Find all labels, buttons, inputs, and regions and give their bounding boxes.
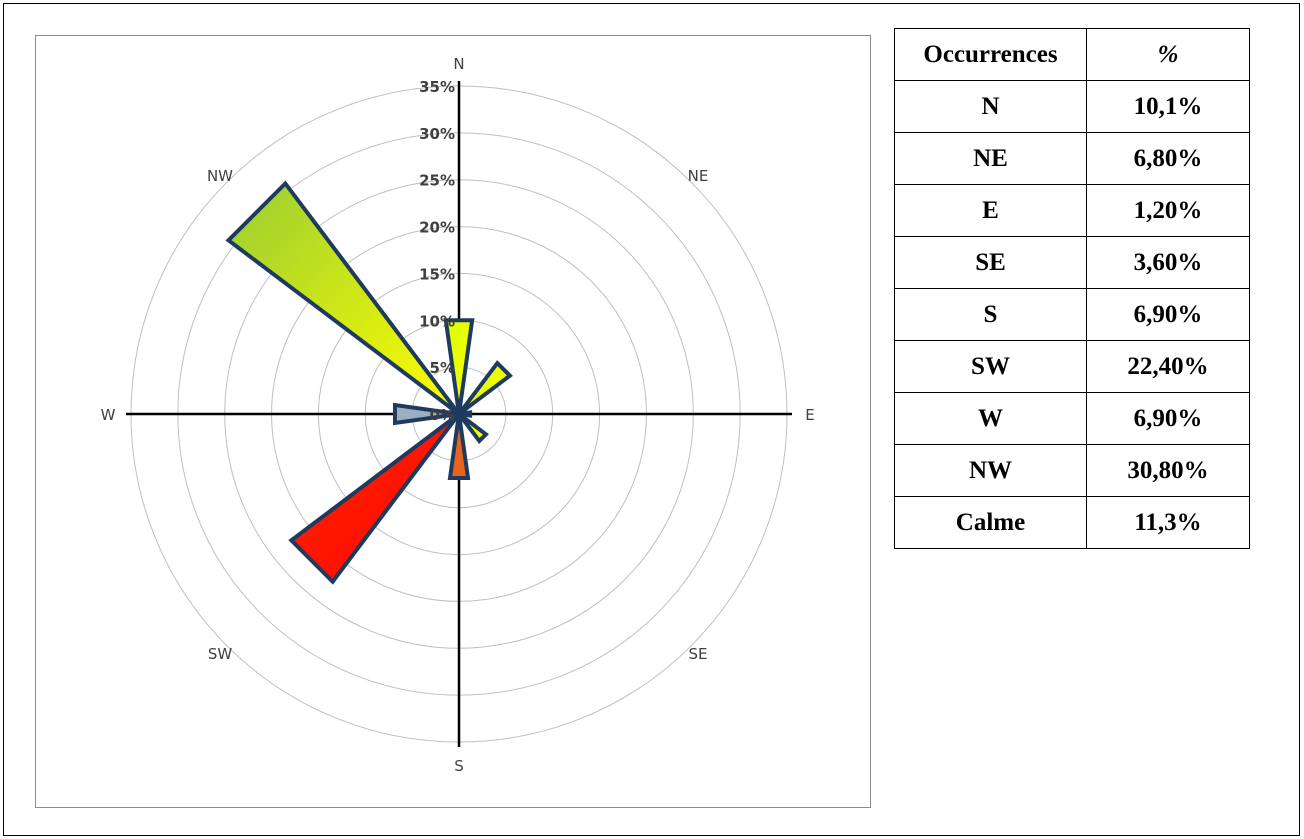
row-label: E	[894, 184, 1087, 237]
petal-s	[447, 413, 471, 481]
radial-tick-label: 0%	[430, 406, 455, 424]
petal-e	[458, 410, 473, 418]
petal-n	[443, 318, 475, 415]
document-frame: 0% 5% 10% 15% 20% 25% 30% 35% N NE E SE S SW W NW Occur…	[3, 3, 1300, 836]
radial-tick-label: 10%	[419, 312, 455, 330]
row-label: NW	[894, 444, 1087, 497]
radial-tick-label: 15%	[419, 265, 455, 283]
direction-label-e: E	[805, 406, 814, 424]
row-label: S	[894, 288, 1087, 341]
row-value: 3,60%	[1086, 236, 1250, 289]
radial-tick-label: 20%	[419, 219, 455, 237]
row-value: 6,90%	[1086, 288, 1250, 341]
wind-rose-chart: 0% 5% 10% 15% 20% 25% 30% 35% N NE E SE S SW W NW	[35, 35, 871, 808]
radial-tick-label: 30%	[419, 125, 455, 143]
direction-label-n: N	[453, 55, 464, 73]
row-value: 11,3%	[1086, 496, 1250, 549]
row-label: SW	[894, 340, 1087, 393]
table-body: N 10,1% NE 6,80% E 1,20% SE 3,60% S 6,90% SW 22,40%…	[894, 80, 1250, 549]
direction-label-sw: SW	[208, 645, 233, 663]
row-label: N	[894, 80, 1087, 133]
direction-label-nw: NW	[207, 167, 233, 185]
petal-se	[457, 412, 489, 444]
table-row: S 6,90%	[894, 288, 1250, 341]
row-value: 1,20%	[1086, 184, 1250, 237]
row-label: SE	[894, 236, 1087, 289]
petal-w	[392, 402, 460, 426]
row-label: NE	[894, 132, 1087, 185]
row-value: 22,40%	[1086, 340, 1250, 393]
row-value: 30,80%	[1086, 444, 1250, 497]
header-percent: %	[1086, 28, 1250, 81]
table-row: N 10,1%	[894, 80, 1250, 133]
direction-label-w: W	[101, 406, 116, 424]
petal-sw	[288, 412, 461, 585]
row-label: Calme	[894, 496, 1087, 549]
table-row: NE 6,80%	[894, 132, 1250, 185]
occurrences-table: Occurrences % N 10,1% NE 6,80% E 1,20% SE 3,60%…	[894, 28, 1250, 549]
row-label: W	[894, 392, 1087, 445]
table-row: SE 3,60%	[894, 236, 1250, 289]
direction-label-s: S	[454, 757, 464, 775]
wind-rose-svg: 0% 5% 10% 15% 20% 25% 30% 35% N NE E SE S SW W NW	[101, 55, 815, 775]
table-row: W 6,90%	[894, 392, 1250, 445]
direction-label-se: SE	[689, 645, 708, 663]
radial-tick-label: 5%	[430, 359, 455, 377]
petal-nw	[225, 180, 461, 416]
row-value: 10,1%	[1086, 80, 1250, 133]
header-occurrences: Occurrences	[894, 28, 1087, 81]
radial-tick-label: 35%	[419, 78, 455, 96]
row-value: 6,90%	[1086, 392, 1250, 445]
petal-ne	[457, 360, 513, 416]
table-header-row: Occurrences %	[894, 28, 1250, 81]
table-row: E 1,20%	[894, 184, 1250, 237]
table-row: NW 30,80%	[894, 444, 1250, 497]
row-value: 6,80%	[1086, 132, 1250, 185]
direction-label-ne: NE	[688, 167, 709, 185]
radial-tick-label: 25%	[419, 172, 455, 190]
table-row: SW 22,40%	[894, 340, 1250, 393]
table-row: Calme 11,3%	[894, 496, 1250, 549]
occurrences-table-wrap: Occurrences % N 10,1% NE 6,80% E 1,20% SE 3,60%…	[894, 28, 1250, 549]
